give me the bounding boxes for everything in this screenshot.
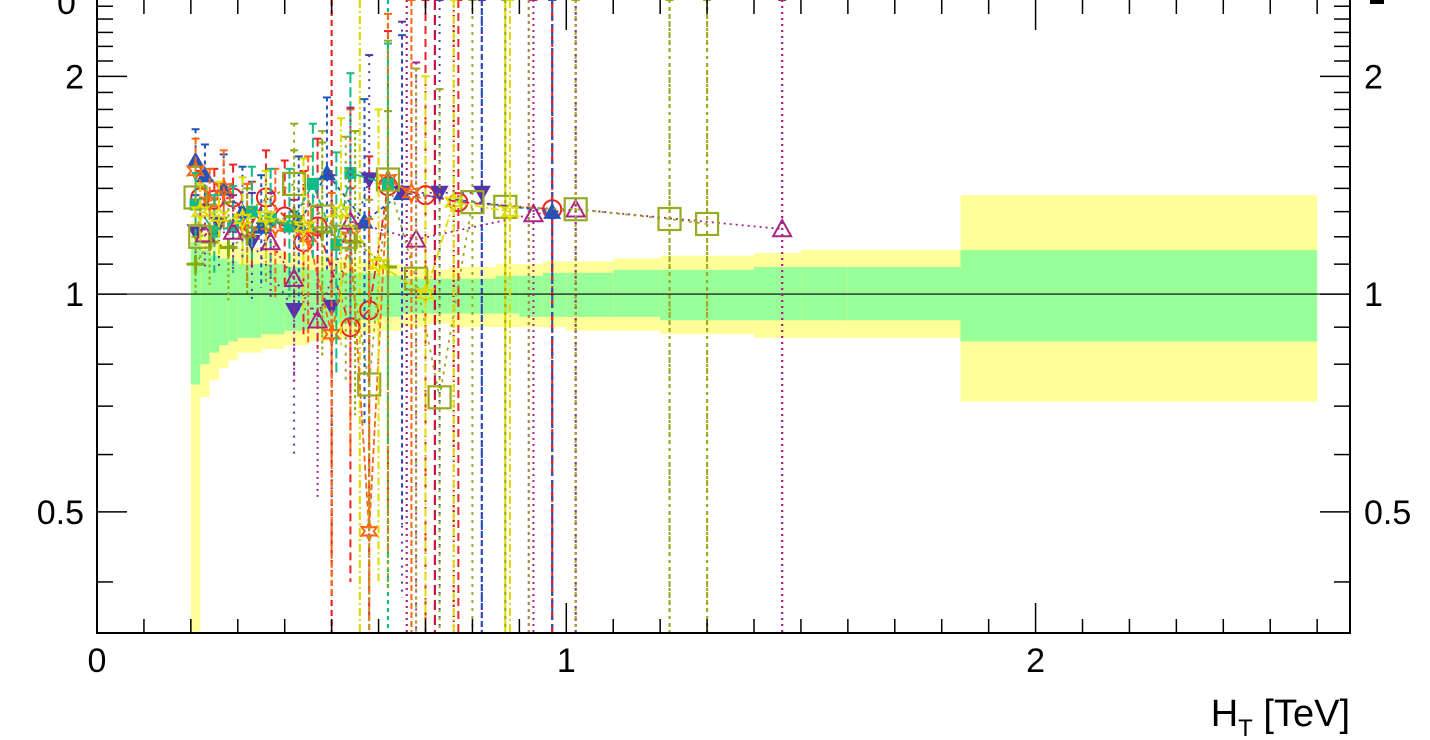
series	[190, 0, 520, 633]
inner-band-bin	[402, 278, 426, 314]
inner-band-bin	[378, 275, 403, 317]
x-axis-title-unit: [TeV]	[1253, 693, 1350, 735]
data-point	[427, 385, 452, 410]
x-axis-title-subscript: T	[1238, 715, 1253, 740]
y-tick-label-left: 1	[65, 276, 84, 314]
clipped-top-tick-label: 0	[57, 0, 76, 22]
inner-band-bin	[237, 264, 262, 338]
inner-band-bin	[209, 255, 220, 353]
data-series	[183, 0, 793, 633]
inner-band-bin	[261, 264, 285, 335]
data-point	[255, 205, 276, 228]
data-point	[219, 238, 238, 257]
x-tick-label: 1	[557, 642, 576, 680]
y-tick-label-left: 2	[65, 58, 84, 96]
inner-band-bin	[425, 278, 449, 314]
data-point	[415, 282, 436, 306]
data-point	[563, 197, 588, 222]
inner-band-bin	[660, 269, 708, 321]
inner-band-bin	[472, 278, 496, 314]
inner-band-bin	[200, 250, 210, 365]
data-point	[375, 167, 401, 192]
series	[183, 0, 720, 633]
data-point	[771, 217, 793, 238]
corner-mark	[1370, 0, 1384, 4]
data-point	[186, 255, 205, 274]
data-point	[543, 202, 562, 219]
data-point	[222, 220, 244, 240]
data-point	[306, 177, 319, 190]
data-point	[368, 252, 389, 276]
y-tick-label-right: 2	[1364, 58, 1383, 96]
data-point	[293, 215, 314, 238]
data-point	[443, 190, 464, 214]
data-point	[460, 190, 485, 215]
series-line	[194, 171, 389, 248]
y-tick-label-right: 1	[1364, 276, 1383, 314]
data-point	[317, 164, 336, 181]
data-point	[306, 309, 329, 329]
x-tick-label: 2	[1026, 642, 1045, 680]
data-point	[282, 171, 307, 197]
data-point	[522, 203, 545, 223]
inner-band-bin	[566, 272, 614, 317]
y-tick-label-left: 0.5	[37, 494, 84, 532]
inner-band-bin	[707, 269, 755, 321]
data-point	[357, 372, 382, 397]
data-point	[321, 322, 342, 346]
inner-band-bin	[448, 278, 473, 314]
data-point	[401, 181, 422, 205]
inner-band-bin	[542, 272, 567, 317]
inner-band-bin	[519, 275, 543, 317]
data-point	[331, 200, 351, 224]
y-tick-label-right: 0.5	[1364, 494, 1411, 532]
plot-frame	[96, 0, 1351, 634]
data-point	[285, 302, 304, 320]
data-point	[404, 266, 429, 291]
data-point	[283, 220, 296, 233]
data-point	[500, 200, 520, 224]
axes: 0 1 2 0.5 0.5 1 1 2 2	[37, 0, 1411, 680]
inner-band-bin	[308, 269, 332, 328]
inner-band-bin	[613, 269, 661, 317]
x-axis-title-main: H	[1211, 693, 1238, 735]
data-point	[694, 211, 720, 237]
data-point	[333, 224, 358, 249]
data-point	[657, 206, 682, 232]
x-tick-label: 0	[88, 642, 107, 680]
data-point	[344, 167, 357, 180]
data-point	[339, 210, 362, 230]
data-point	[188, 224, 213, 249]
data-point	[190, 200, 211, 224]
data-point	[283, 267, 305, 287]
inner-band-bin	[228, 261, 238, 342]
x-axis-title: HT [TeV]	[1211, 693, 1350, 740]
data-point	[322, 299, 341, 316]
inner-band-bin	[219, 258, 229, 346]
data-point	[232, 207, 253, 231]
data-point	[359, 519, 380, 543]
inner-band-bin	[190, 242, 201, 385]
data-point	[209, 205, 229, 228]
outer-band-bin	[190, 221, 201, 633]
data-point	[360, 172, 379, 189]
series-line	[204, 208, 783, 323]
inner-band-bin	[960, 250, 1318, 342]
data-point	[213, 176, 234, 200]
data-point	[472, 185, 491, 202]
